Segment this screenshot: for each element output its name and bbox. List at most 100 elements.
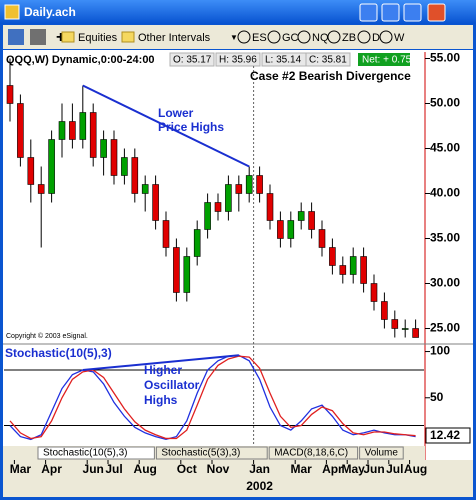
candle-body xyxy=(360,256,367,284)
candle-body xyxy=(183,256,191,293)
x-tick-label: Aug xyxy=(404,462,427,476)
symbol-label: QQQ,W) Dynamic,0:00-24:00 xyxy=(6,54,155,66)
net-value: Net: + 0.75 xyxy=(362,55,412,66)
content: + Equities Other Intervals ES GC NQ ZB D W ▼ QQQ,W… xyxy=(3,29,473,497)
candle-body xyxy=(141,184,149,194)
tab-label[interactable]: Stochastic(10(5),3) xyxy=(43,448,127,459)
candle-body xyxy=(48,139,55,194)
x-tick-label: Jul xyxy=(386,462,403,476)
window-buttons xyxy=(359,3,446,22)
x-tick-label: Jun xyxy=(83,462,104,476)
folder-icon xyxy=(121,31,135,43)
x-tick-label: May xyxy=(342,462,366,476)
info-value: O: 35.17 xyxy=(173,55,212,66)
x-tick-label: Mar xyxy=(291,462,313,476)
annotation: Case #2 Bearish Divergence xyxy=(250,69,411,83)
maximize-button[interactable] xyxy=(403,3,422,22)
annotation: Highs xyxy=(144,393,178,407)
y-tick-label: 45.00 xyxy=(430,141,460,155)
y-tick-label: 25.00 xyxy=(430,321,460,335)
x-tick-label: Mar xyxy=(10,462,32,476)
y-tick-label: 50.00 xyxy=(430,96,460,110)
candle-body xyxy=(245,175,253,194)
candle-body xyxy=(121,157,128,176)
candle-body xyxy=(17,103,24,158)
candle-body xyxy=(152,184,159,221)
tab[interactable] xyxy=(268,446,359,460)
chart-area xyxy=(3,50,473,497)
toolbar-button[interactable]: D xyxy=(372,32,380,44)
x-axis-band xyxy=(3,460,473,497)
info-box xyxy=(215,52,261,67)
x-tick-label: Nov xyxy=(207,462,230,476)
year-label: 2002 xyxy=(246,479,273,493)
y-tick-label: 100 xyxy=(430,344,450,358)
toolbar-button[interactable]: NQ xyxy=(312,32,329,44)
toolbar-button[interactable]: Other Intervals xyxy=(138,32,211,44)
minimize-button[interactable] xyxy=(359,3,378,22)
tab[interactable] xyxy=(359,446,404,460)
annotation: Oscillator xyxy=(144,378,200,392)
toolbar-icon xyxy=(30,29,46,45)
candle-body xyxy=(204,202,211,230)
candle-body xyxy=(100,139,107,158)
symbol-icon xyxy=(267,30,281,44)
price-trendline xyxy=(82,84,250,168)
stochastic-title: Stochastic(10(5),3) xyxy=(5,346,112,360)
candle-body xyxy=(173,247,180,293)
y-tick-label: 40.00 xyxy=(430,186,460,200)
toolbar-button[interactable]: Equities xyxy=(78,32,118,44)
stochastic-line xyxy=(9,355,416,440)
candle-body xyxy=(79,112,87,140)
toolbar-button[interactable]: ES xyxy=(252,32,267,44)
candle-body xyxy=(58,121,66,140)
restore-button[interactable] xyxy=(381,3,400,22)
candle-body xyxy=(412,328,419,338)
candle-body xyxy=(214,202,222,212)
candle-body xyxy=(69,121,76,140)
candle-body xyxy=(27,157,35,185)
toolbar-icon xyxy=(8,29,24,45)
toolbar-button[interactable]: ZB xyxy=(342,32,356,44)
annotation: Price Highs xyxy=(158,120,224,134)
symbol-icon xyxy=(327,30,341,44)
annotation: Higher xyxy=(144,363,182,377)
tab-label[interactable]: Volume xyxy=(365,448,399,459)
oscillator-trendline xyxy=(82,354,239,372)
tab-label[interactable]: Stochastic(5(3),3) xyxy=(161,448,240,459)
candle-body xyxy=(339,265,347,275)
tab[interactable] xyxy=(155,446,268,460)
candle-body xyxy=(297,211,305,221)
x-tick-label: Aug xyxy=(134,462,157,476)
candle-body xyxy=(37,184,45,194)
candle-body xyxy=(381,301,388,320)
candle-body xyxy=(89,112,97,158)
x-tick-label: Jun xyxy=(363,462,384,476)
candle-body xyxy=(349,256,357,275)
x-tick-label: Apr xyxy=(41,462,62,476)
folder-icon xyxy=(61,31,75,43)
toolbar-icon: + xyxy=(56,29,65,46)
tab[interactable] xyxy=(37,446,155,460)
candle-body xyxy=(308,211,315,230)
app-icon xyxy=(4,4,20,20)
tab-label[interactable]: MACD(8,18,6,C) xyxy=(274,448,348,459)
x-tick-label: Apr xyxy=(322,462,343,476)
info-value: L: 35.14 xyxy=(265,55,302,66)
toolbar-button[interactable]: W xyxy=(394,32,405,44)
close-button[interactable] xyxy=(427,3,446,22)
candle-body xyxy=(225,184,232,212)
y-tick-label: 30.00 xyxy=(430,276,460,290)
candle-body xyxy=(318,229,326,248)
annotation: Lower xyxy=(158,106,194,120)
info-box xyxy=(169,52,215,67)
last-value: 12.42 xyxy=(430,428,460,442)
candle-body xyxy=(110,139,118,176)
candle-body xyxy=(256,175,263,194)
toolbar-button[interactable]: GC xyxy=(282,32,299,44)
stochastic-line xyxy=(9,354,416,441)
info-value: C: 35.81 xyxy=(309,55,347,66)
candle-body xyxy=(131,157,139,194)
candle-body xyxy=(162,220,170,248)
